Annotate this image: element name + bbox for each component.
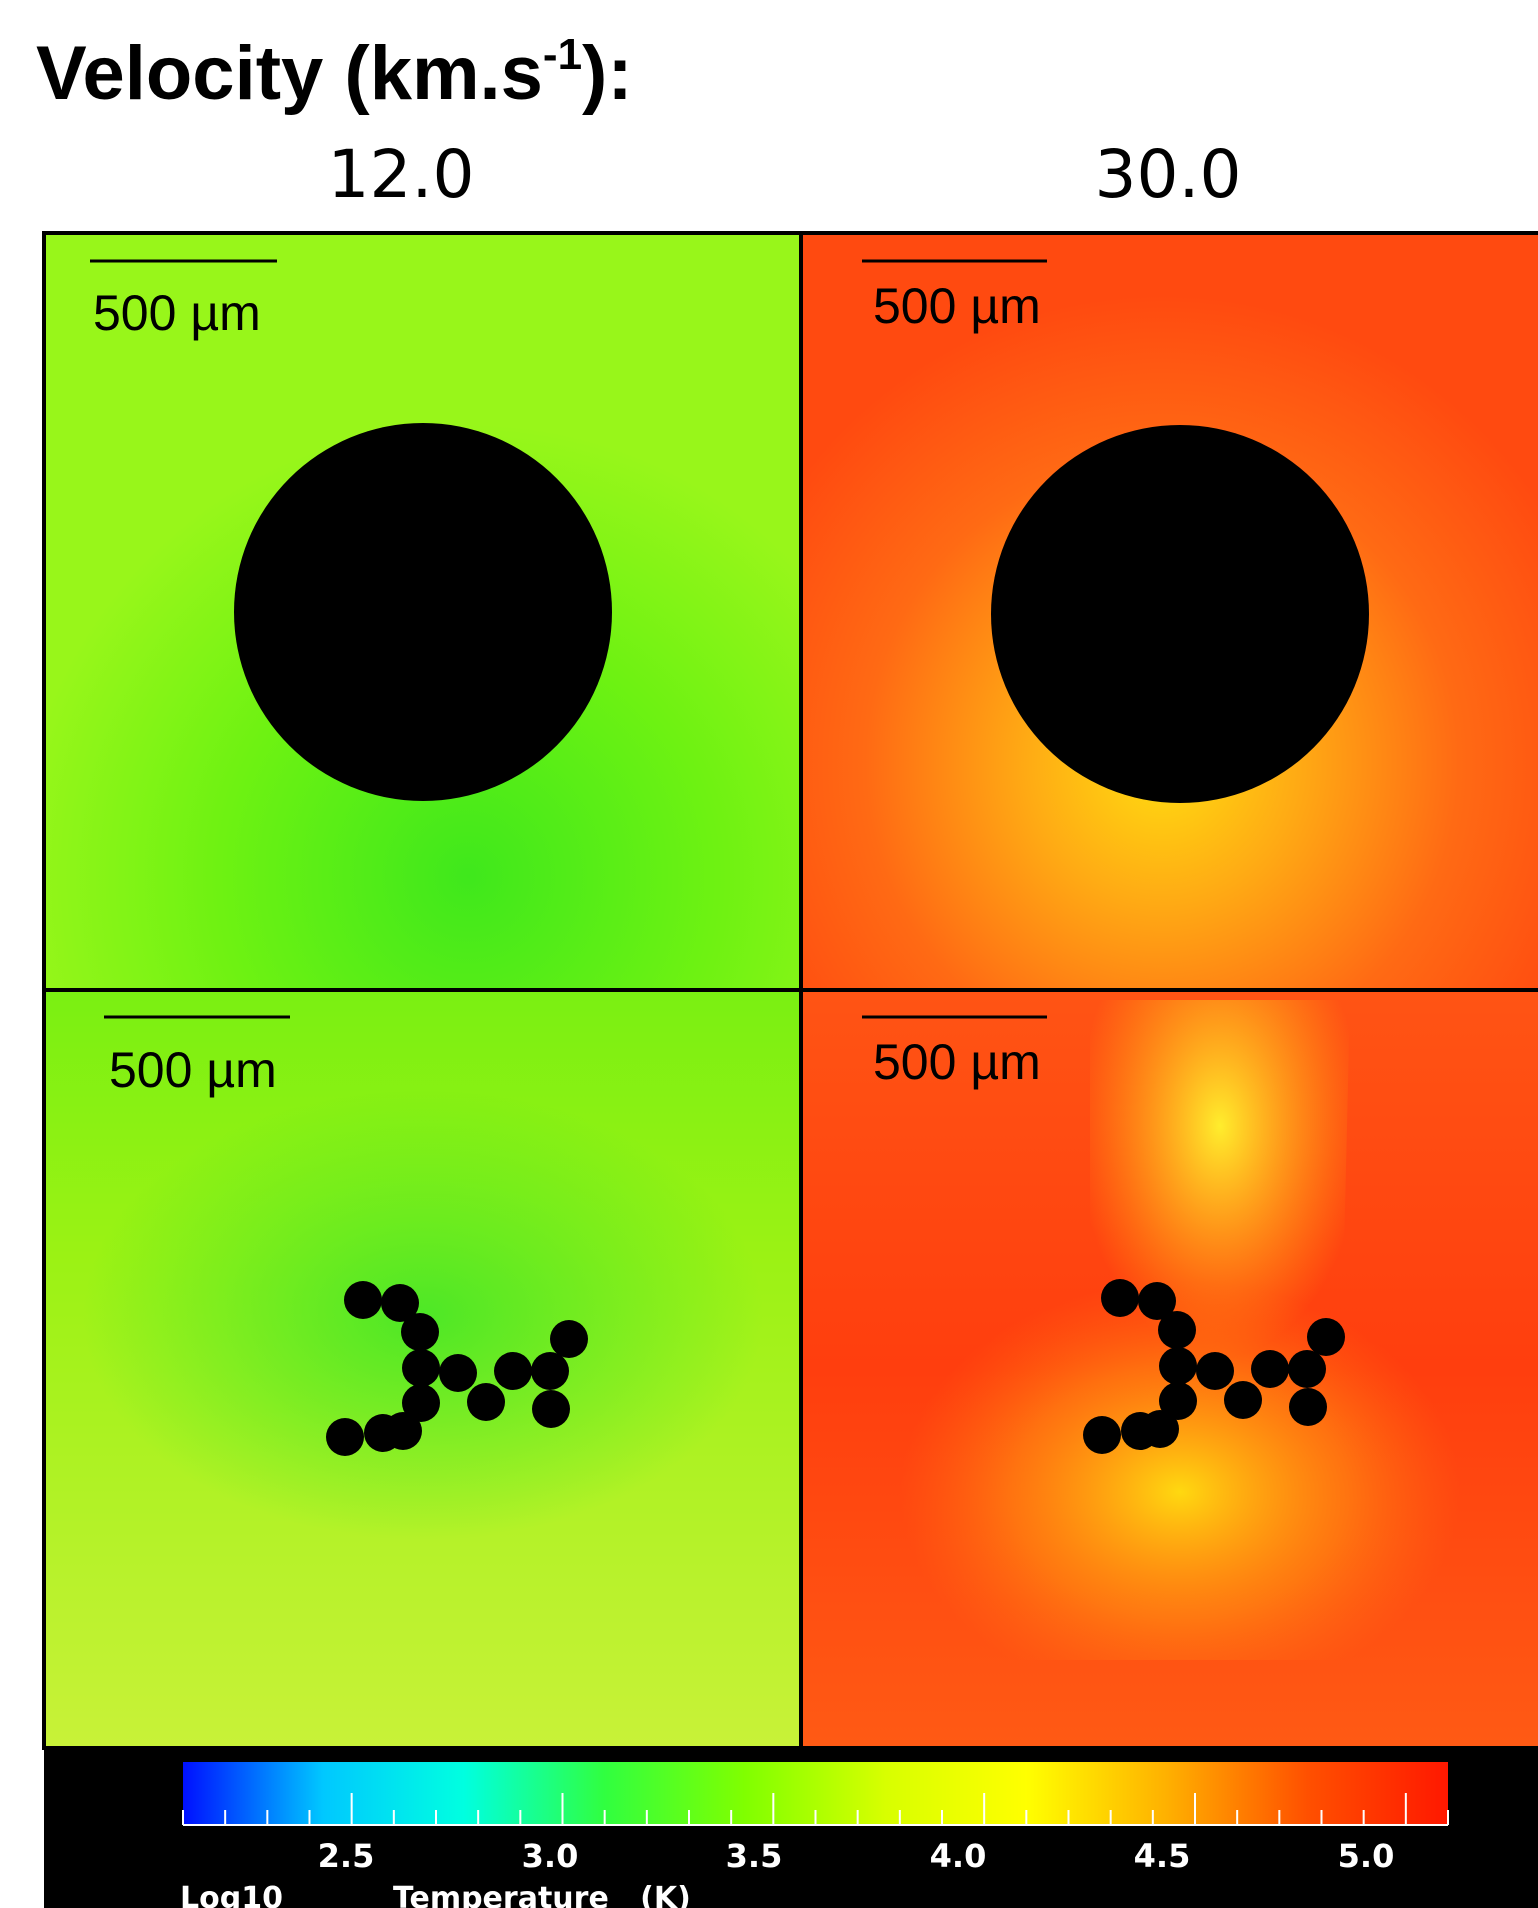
aggregate-grain — [1224, 1381, 1262, 1419]
colorbar-label-temperature: Temperature (K) — [393, 1881, 691, 1908]
aggregate-grain — [326, 1418, 364, 1456]
colorbar-tick-label: 4.0 — [930, 1837, 987, 1875]
aggregate-grain — [1159, 1347, 1197, 1385]
scale-label-1: 500 µm — [93, 285, 261, 341]
aggregate-grain — [401, 1313, 439, 1351]
aggregate-grain — [494, 1352, 532, 1390]
colorbar-tick-labels: 2.5 3.0 3.5 4.0 4.5 5.0 — [318, 1837, 1395, 1875]
aggregate-grain — [1196, 1352, 1234, 1390]
colorbar-ticks — [182, 1793, 1449, 1825]
colorbar-tick-label: 2.5 — [318, 1837, 375, 1875]
aggregate-grain — [1101, 1279, 1139, 1317]
velocity-label-left: 12.0 — [327, 136, 475, 213]
scale-label-3: 500 µm — [109, 1042, 277, 1098]
aggregate-grain — [364, 1414, 402, 1452]
colorbar-tick-label: 5.0 — [1338, 1837, 1395, 1875]
figure-title: Velocity (km.s-1): — [36, 33, 633, 112]
aggregate-grain — [381, 1284, 419, 1322]
aggregate-grain — [344, 1281, 382, 1319]
scale-label-4: 500 µm — [873, 1034, 1041, 1090]
target-sphere-right — [991, 425, 1369, 803]
aggregate-grain — [1159, 1382, 1197, 1420]
aggregate-grain — [1251, 1350, 1289, 1388]
aggregate-grain — [402, 1349, 440, 1387]
colorbar-tick-label: 3.0 — [522, 1837, 579, 1875]
aggregate-grain — [467, 1383, 505, 1421]
title-superscript: -1 — [542, 30, 583, 79]
aggregate-grain — [439, 1354, 477, 1392]
aggregate-grain — [531, 1352, 569, 1390]
colorbar-tick-label: 3.5 — [726, 1837, 783, 1875]
colorbar-tick-label: 4.5 — [1134, 1837, 1191, 1875]
aggregate-grain — [1289, 1388, 1327, 1426]
scale-label-2: 500 µm — [873, 278, 1041, 334]
title-tail: ): — [582, 31, 633, 116]
aggregate-grain — [1083, 1416, 1121, 1454]
aggregate-grain — [532, 1390, 570, 1428]
colorbar-label-log: Log10 — [180, 1881, 283, 1908]
title-text: Velocity (km.s — [36, 31, 543, 116]
target-aggregate-right — [1083, 1279, 1345, 1454]
target-aggregate-left — [326, 1281, 588, 1456]
target-sphere-left — [234, 423, 612, 801]
aggregate-grain — [550, 1320, 588, 1358]
aggregate-grain — [1121, 1412, 1159, 1450]
aggregate-grain — [1158, 1311, 1196, 1349]
aggregate-grain — [402, 1384, 440, 1422]
aggregate-grain — [1307, 1318, 1345, 1356]
aggregate-grain — [1138, 1282, 1176, 1320]
velocity-label-right: 30.0 — [1094, 136, 1242, 213]
aggregate-grain — [1288, 1350, 1326, 1388]
